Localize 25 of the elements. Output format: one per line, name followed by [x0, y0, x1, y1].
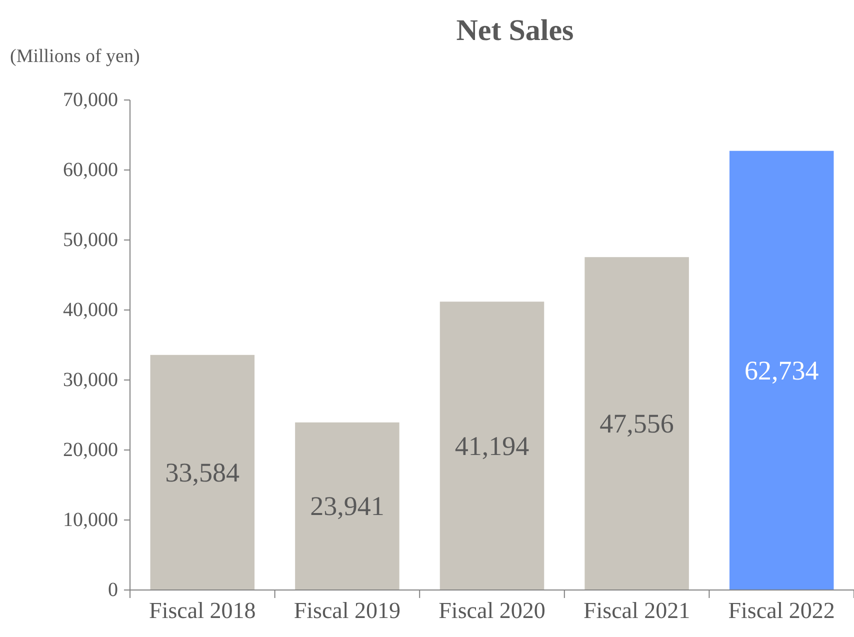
bar: [584, 257, 689, 590]
data-label: 23,941: [310, 491, 384, 522]
data-label: 47,556: [600, 408, 674, 439]
y-tick-label: 20,000: [63, 439, 118, 461]
y-tick-label: 30,000: [63, 369, 118, 391]
bar: [150, 354, 255, 590]
y-tick-label: 70,000: [63, 89, 118, 111]
y-tick-label: 50,000: [63, 229, 118, 251]
y-tick-label: 60,000: [63, 159, 118, 181]
y-tick-label: 40,000: [63, 299, 118, 321]
y-tick-label: 0: [108, 579, 118, 601]
data-label: 62,734: [744, 355, 820, 386]
y-tick-label: 10,000: [63, 509, 118, 531]
chart-title: Net Sales: [456, 14, 574, 47]
x-tick-label: Fiscal 2021: [583, 598, 690, 623]
x-tick-label: Fiscal 2018: [149, 598, 256, 623]
bar: [440, 302, 544, 590]
y-axis-title: (Millions of yen): [10, 46, 140, 67]
data-label: 41,194: [454, 430, 530, 461]
x-tick-label: Fiscal 2019: [294, 598, 401, 623]
bar: [729, 150, 834, 590]
x-tick-label: Fiscal 2020: [438, 598, 546, 623]
bar: [295, 422, 400, 590]
x-tick-label: Fiscal 2022: [728, 598, 835, 623]
data-label: 33,584: [165, 457, 240, 488]
